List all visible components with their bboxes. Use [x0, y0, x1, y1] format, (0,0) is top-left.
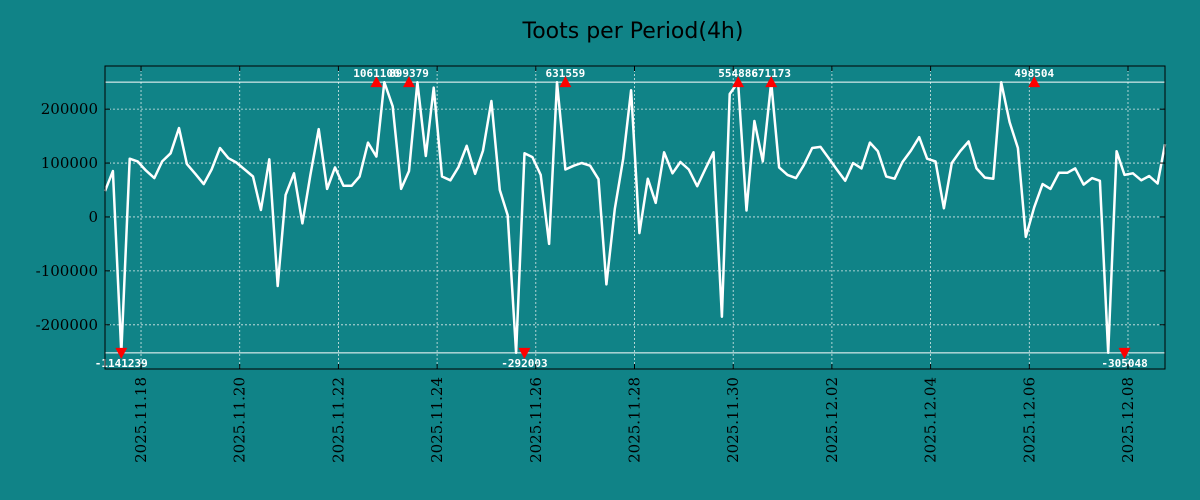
trough-label: -305048: [1101, 357, 1147, 370]
peak-marker: [1028, 76, 1041, 88]
x-tick-label: 2025.11.28: [626, 377, 644, 463]
x-tick-label: 2025.12.06: [1020, 377, 1038, 463]
trough-label: -292003: [501, 357, 547, 370]
y-tick-label: 200000: [41, 100, 98, 118]
peak-label: 631559: [546, 67, 586, 80]
x-tick-label: 2025.11.26: [527, 377, 545, 463]
peak-marker: [402, 76, 415, 88]
x-tick-label: 2025.12.04: [922, 377, 940, 463]
y-axis: 200000 100000 0 -100000 -200000: [36, 100, 1165, 334]
peak-label: 554886: [718, 67, 758, 80]
trough-marker: [1118, 347, 1131, 359]
x-tick-label: 2025.11.24: [428, 377, 446, 463]
peak-label: 671173: [751, 67, 791, 80]
peak-label: 899379: [389, 67, 429, 80]
plot-frame: [104, 65, 1166, 370]
trough-label: -1141239: [95, 357, 148, 370]
grid-lines: [105, 66, 1165, 369]
x-tick-label: 2025.11.18: [132, 377, 150, 463]
y-tick-label: 0: [88, 208, 98, 226]
x-tick-label: 2025.12.08: [1119, 377, 1137, 463]
peak-marker: [732, 76, 745, 88]
peak-label: 498504: [1014, 67, 1054, 80]
series-line-toots: [103, 80, 1167, 355]
peak-markers: [115, 76, 1131, 359]
peak-label: 1061100: [353, 67, 399, 80]
peak-marker: [559, 76, 572, 88]
y-tick-label: -100000: [36, 262, 98, 280]
clip-lines: [105, 81, 1165, 354]
chart-title: Toots per Period(4h): [522, 19, 744, 44]
trough-marker: [115, 347, 128, 359]
y-tick-label: 100000: [41, 154, 98, 172]
x-tick-label: 2025.12.02: [823, 377, 841, 463]
x-tick-label: 2025.11.22: [329, 377, 347, 463]
peak-marker: [765, 76, 778, 88]
x-axis: 2025.11.18 2025.11.20 2025.11.22 2025.11.24…: [132, 66, 1137, 463]
y-tick-label: -200000: [36, 316, 98, 334]
x-tick-label: 2025.11.20: [231, 377, 249, 463]
trough-marker: [518, 347, 531, 359]
x-tick-label: 2025.11.30: [724, 377, 742, 463]
peak-marker: [370, 76, 383, 88]
